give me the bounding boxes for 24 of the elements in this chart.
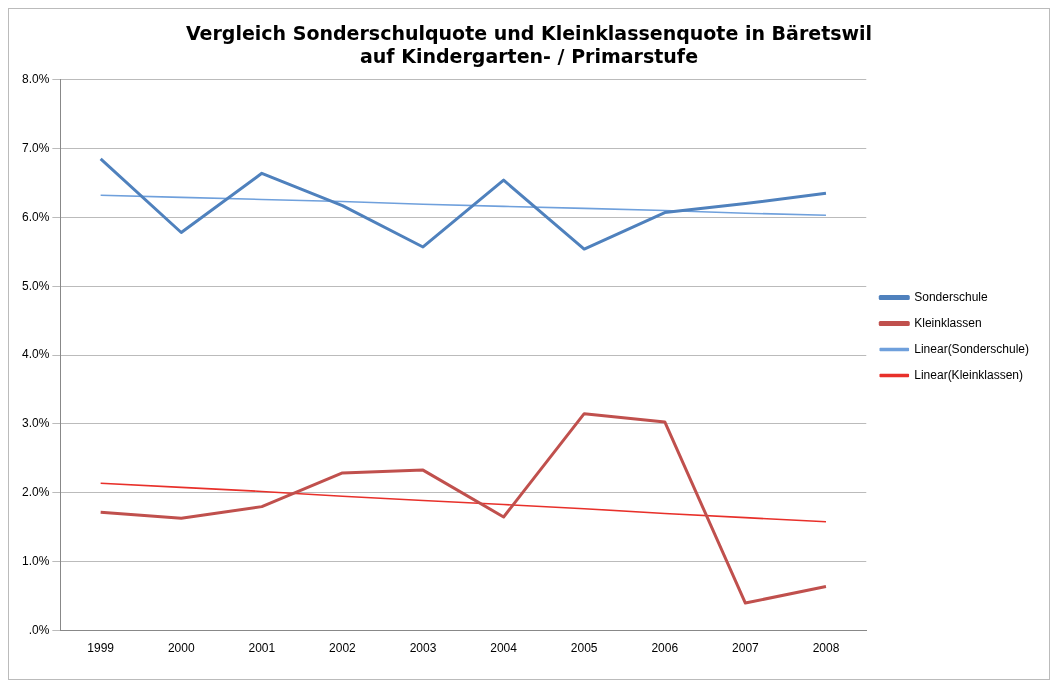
y-tick-label: 8.0% (21, 71, 50, 86)
x-tick-label: 2007 (732, 641, 760, 656)
y-tick-label: 2.0% (21, 485, 50, 500)
legend-label: Sonderschule (914, 289, 988, 304)
x-tick-label: 2002 (329, 641, 357, 656)
y-tick-label: 4.0% (21, 347, 50, 362)
x-tick-label: 2001 (248, 641, 276, 656)
y-tick-label: 3.0% (21, 416, 50, 431)
chart-title: Vergleich Sonderschulquote und Kleinklassenquote in Bäretswil auf Kindergarten- / Primarstufe (185, 22, 873, 68)
y-tick-label: 5.0% (21, 278, 50, 293)
y-tick-label: 1.0% (21, 554, 50, 569)
x-tick-label: 2008 (812, 641, 840, 656)
x-tick-label: 2000 (167, 641, 195, 656)
legend-label: Linear(Kleinklassen) (914, 367, 1023, 382)
x-tick-label: 2003 (409, 641, 437, 656)
x-tick-label: 2006 (651, 641, 679, 656)
y-tick-label: 6.0% (21, 209, 50, 224)
y-tick-label: 7.0% (21, 140, 50, 155)
y-tick-label: .0% (28, 622, 50, 637)
x-tick-label: 2004 (490, 641, 518, 656)
x-tick-label: 2005 (570, 641, 598, 656)
legend-label: Linear(Sonderschule) (914, 341, 1029, 356)
x-tick-label: 1999 (87, 641, 115, 656)
legend-label: Kleinklassen (914, 315, 982, 330)
